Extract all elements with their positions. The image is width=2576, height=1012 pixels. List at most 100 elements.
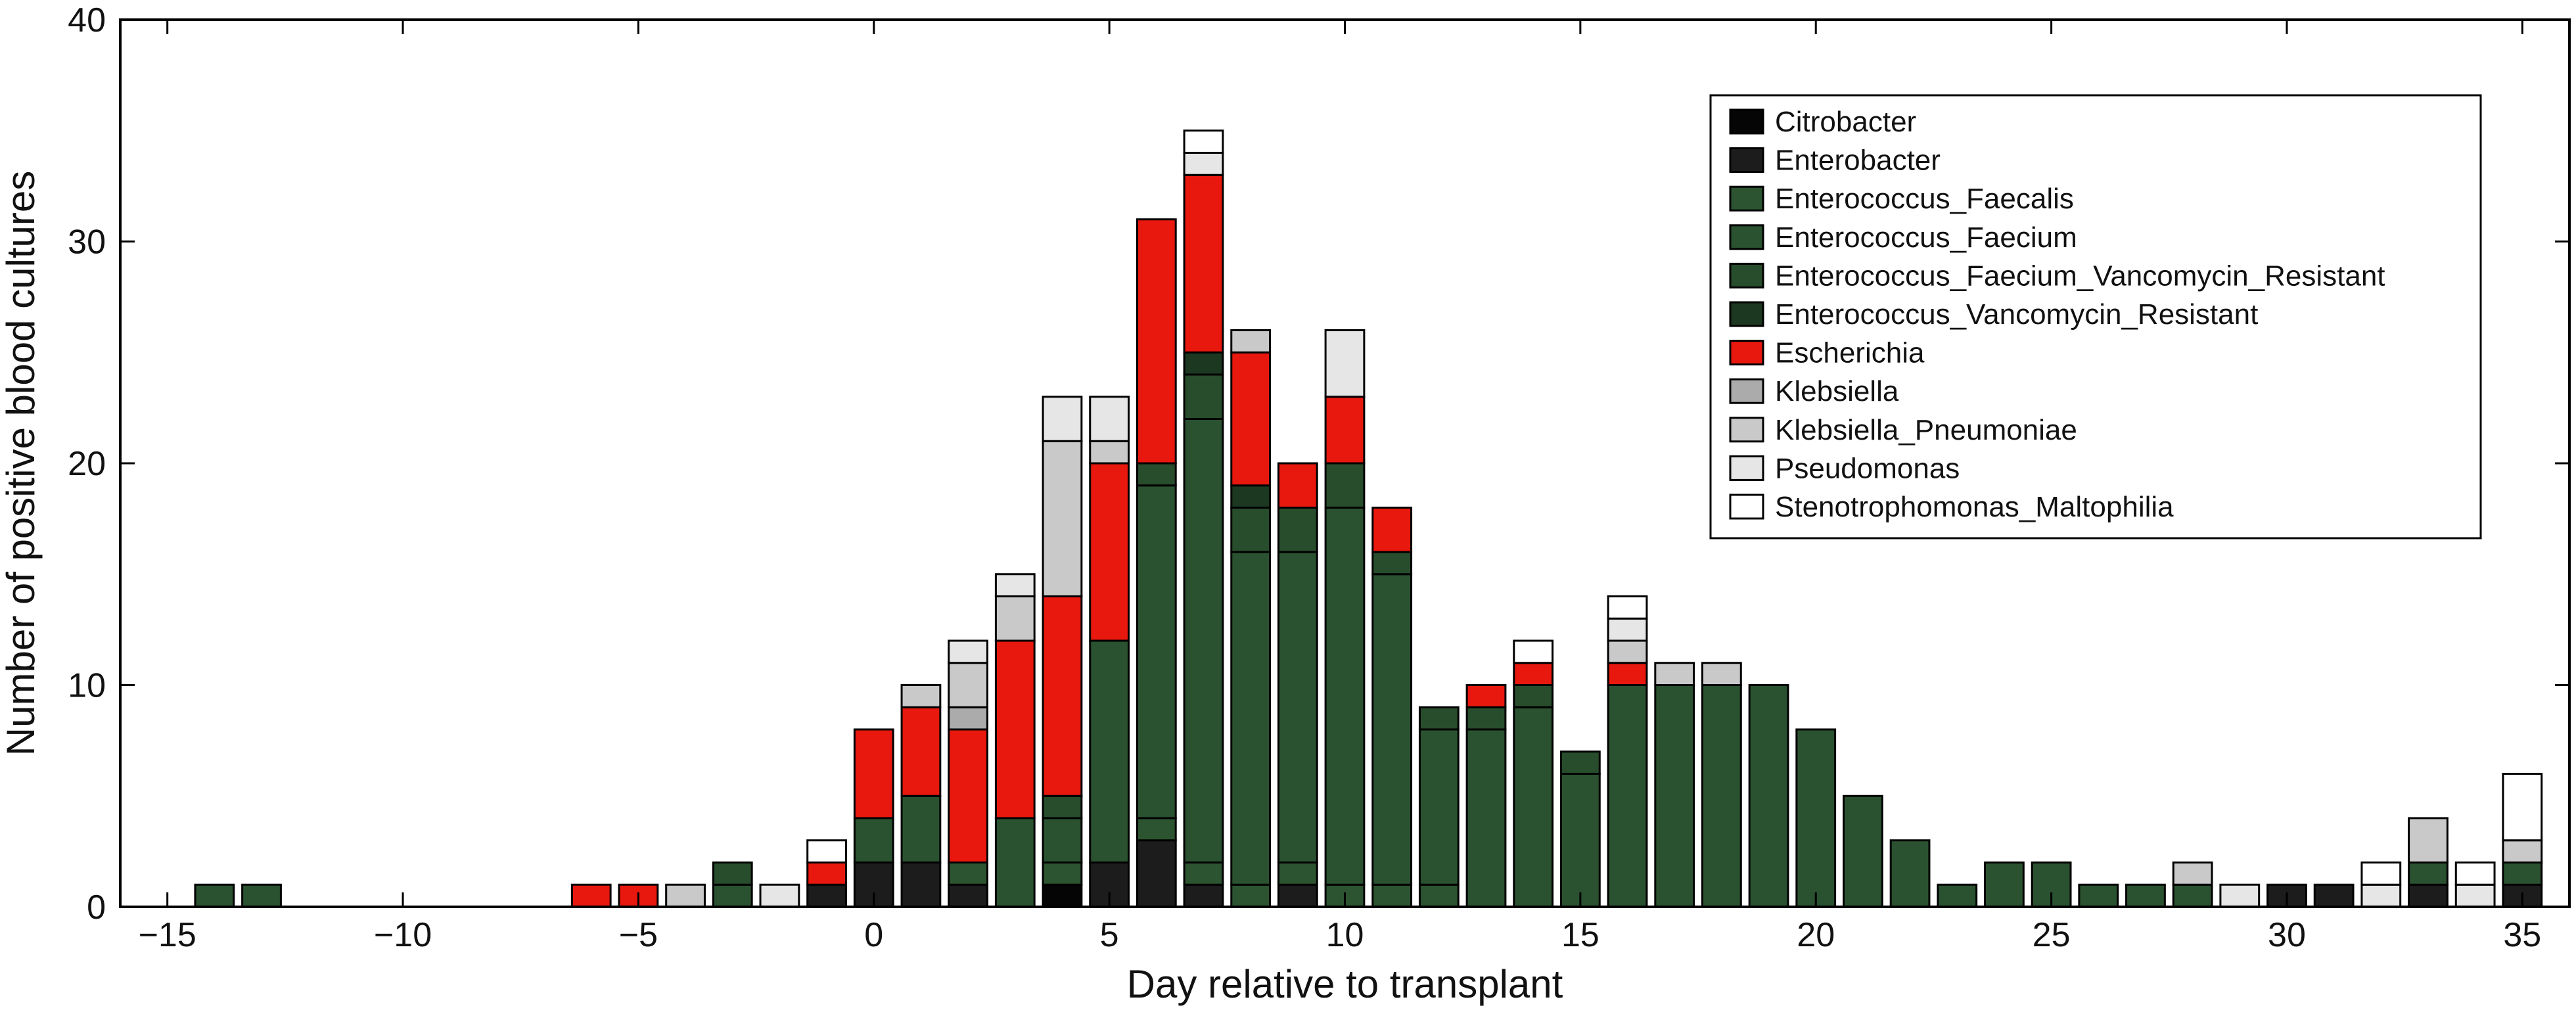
bar-segment-day9-enterococcus-faecium-vancomycin-resistant <box>1277 507 1318 553</box>
bar-segment-day-3-enterococcus-faecium-vancomycin-resistant <box>712 862 753 886</box>
bar-segment-day2-enterococcus-faecalis <box>948 862 988 886</box>
bar-segment-day31-enterobacter <box>2313 883 2355 908</box>
bar-segment-day4-enterococcus-faecalis <box>1042 862 1083 886</box>
bar-segment-day11-enterococcus-faecalis <box>1371 883 1413 908</box>
bar-segment-day12-enterococcus-faecalis <box>1418 883 1460 908</box>
bar-segment-day-13-enterococcus-faecium <box>241 883 282 908</box>
legend-swatch-klebsiella-pneumoniae <box>1729 417 1764 443</box>
y-tick-label: 40 <box>68 1 106 39</box>
bar-segment-day4-citrobacter <box>1042 883 1083 908</box>
legend-label-citrobacter: Citrobacter <box>1775 106 1916 138</box>
legend-swatch-enterococcus-faecalis <box>1729 185 1764 212</box>
bar-segment-day8-enterococcus-vancomycin-resistant <box>1230 484 1272 509</box>
bar-segment-day5-klebsiella-pneumoniae <box>1089 440 1130 465</box>
bar-segment-day1-klebsiella-pneumoniae <box>900 684 942 708</box>
bar-segment-day20-enterococcus-faecium <box>1795 728 1837 908</box>
bar-segment-day-1-enterobacter <box>806 883 847 908</box>
bar-segment-day28-enterococcus-faecium <box>2172 883 2213 908</box>
bar-segment-day1-enterobacter <box>900 862 942 908</box>
bar-segment-day9-enterococcus-faecalis <box>1277 862 1318 886</box>
x-tick-label: 0 <box>864 916 883 954</box>
bar-segment-day22-enterococcus-faecium <box>1889 839 1931 908</box>
bar-segment-day-2-pseudomonas <box>759 883 800 908</box>
bar-segment-day3-klebsiella-pneumoniae <box>994 595 1036 642</box>
bar-segment-day15-enterococcus-faecium-vancomycin-resistant <box>1559 750 1601 775</box>
bar-segment-day8-klebsiella-pneumoniae <box>1230 329 1272 354</box>
bar-segment-day13-enterococcus-faecium-vancomycin-resistant <box>1465 706 1507 731</box>
y-tick-label: 0 <box>87 888 106 927</box>
bar-segment-day14-escherichia <box>1513 662 1554 686</box>
bar-segment-day26-enterococcus-faecium <box>2078 883 2119 908</box>
bar-segment-day32-pseudomonas <box>2360 883 2402 908</box>
bar-segment-day17-enterococcus-faecium <box>1654 684 1695 908</box>
bar-segment-day16-stenotrophomonas-maltophilia <box>1607 595 1648 620</box>
bar-segment-day35-enterococcus-faecium <box>2502 862 2543 886</box>
bar-segment-day3-escherichia <box>994 639 1036 819</box>
legend-label-escherichia: Escherichia <box>1775 337 1925 369</box>
bar-segment-day18-enterococcus-faecium <box>1701 684 1742 908</box>
bar-segment-day16-pseudomonas <box>1607 617 1648 642</box>
bar-segment-day11-enterococcus-faecium <box>1371 573 1413 886</box>
bar-segment-day6-enterobacter <box>1136 839 1177 908</box>
bar-segment-day7-enterococcus-faecium-vancomycin-resistant <box>1183 373 1224 420</box>
bar-segment-day6-enterococcus-faecium-vancomycin-resistant <box>1136 462 1177 487</box>
bar-segment-day35-klebsiella-pneumoniae <box>2502 839 2543 863</box>
bar-segment-day10-enterococcus-faecium-vancomycin-resistant <box>1324 462 1366 509</box>
bar-segment-day0-enterococcus-faecium <box>853 817 894 863</box>
bar-segment-day3-enterococcus-faecium <box>994 817 1036 908</box>
bar-segment-day10-escherichia <box>1324 396 1366 465</box>
x-tick-label: 15 <box>1561 916 1599 954</box>
x-tick-label: −5 <box>619 916 658 954</box>
legend: Citrobacter Enterobacter Enterococcus_Faec… <box>1709 94 2482 540</box>
bar-segment-day7-escherichia <box>1183 173 1224 354</box>
legend-label-stenotrophomonas-maltophilia: Stenotrophomonas_Maltophilia <box>1775 491 2174 523</box>
bar-segment-day33-enterobacter <box>2408 883 2449 908</box>
y-tick-label: 10 <box>68 667 106 705</box>
bar-segment-day7-enterococcus-vancomycin-resistant <box>1183 351 1224 376</box>
bar-segment-day6-escherichia <box>1136 218 1177 465</box>
bar-segment-day4-enterococcus-faecium-vancomycin-resistant <box>1042 794 1083 819</box>
legend-swatch-klebsiella <box>1729 378 1764 404</box>
bar-segment-day32-stenotrophomonas-maltophilia <box>2360 862 2402 886</box>
bar-segment-day12-enterococcus-faecium <box>1418 728 1460 886</box>
legend-label-enterococcus-vancomycin-resistant: Enterococcus_Vancomycin_Resistant <box>1775 298 2258 331</box>
bar-segment-day16-escherichia <box>1607 662 1648 686</box>
bar-segment-day7-enterococcus-faecalis <box>1183 862 1224 886</box>
x-tick-label: 30 <box>2268 916 2306 954</box>
x-tick-label: 20 <box>1797 916 1835 954</box>
bar-segment-day21-enterococcus-faecium <box>1843 794 1883 908</box>
bar-segment-day5-escherichia <box>1089 462 1130 642</box>
y-axis-ticks: 0 10 20 30 40 <box>68 1 2569 927</box>
legend-label-enterobacter: Enterobacter <box>1775 145 1941 177</box>
bar-segment-day7-stenotrophomonas-maltophilia <box>1183 129 1224 154</box>
bar-segment-day9-enterococcus-faecium <box>1277 551 1318 863</box>
bar-segment-day35-stenotrophomonas-maltophilia <box>2502 773 2543 842</box>
x-axis-ticks: −15 −10 −5 0 5 10 15 20 25 30 35 <box>139 20 2541 954</box>
bar-segment-day2-klebsiella-pneumoniae <box>948 662 988 708</box>
x-tick-label: 25 <box>2033 916 2071 954</box>
x-tick-label: 10 <box>1326 916 1364 954</box>
legend-swatch-stenotrophomonas-maltophilia <box>1729 494 1764 520</box>
bar-segment-day-3-enterococcus-faecium <box>712 883 753 908</box>
bar-segment-day27-enterococcus-faecium <box>2125 883 2166 908</box>
bar-segment-day2-klebsiella <box>948 706 988 731</box>
bar-segment-day33-enterococcus-faecium <box>2408 862 2449 886</box>
legend-label-enterococcus-faecalis: Enterococcus_Faecalis <box>1775 183 2074 215</box>
legend-swatch-enterococcus-faecium-vancomycin-resistant <box>1729 262 1764 288</box>
bar-segment-day12-enterococcus-faecium-vancomycin-resistant <box>1418 706 1460 731</box>
bar-segment-day4-escherichia <box>1042 595 1083 797</box>
bar-segment-day13-escherichia <box>1465 684 1507 708</box>
y-axis-label: Number of positive blood cultures <box>0 171 43 756</box>
bar-segment-day8-enterococcus-faecalis <box>1230 883 1272 908</box>
bar-segment-day16-enterococcus-faecium <box>1607 684 1648 908</box>
x-tick-label: 35 <box>2503 916 2541 954</box>
bar-segment-day-14-enterococcus-faecium <box>194 883 235 908</box>
bar-segment-day11-escherichia <box>1371 507 1413 553</box>
bar-segment-day11-enterococcus-faecium-vancomycin-resistant <box>1371 551 1413 576</box>
bar-segment-day-1-stenotrophomonas-maltophilia <box>806 839 847 863</box>
legend-swatch-enterobacter <box>1729 147 1764 173</box>
legend-label-klebsiella-pneumoniae: Klebsiella_Pneumoniae <box>1775 414 2077 446</box>
legend-swatch-enterococcus-vancomycin-resistant <box>1729 301 1764 327</box>
bar-segment-day4-enterococcus-faecium <box>1042 817 1083 863</box>
bar-segment-day1-escherichia <box>900 706 942 797</box>
